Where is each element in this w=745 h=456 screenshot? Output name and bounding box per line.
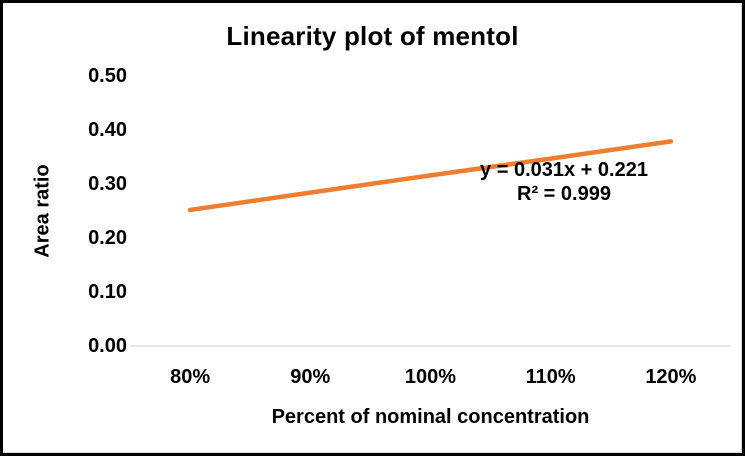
series-line — [187, 139, 674, 213]
y-tick-label: 0.00 — [88, 335, 127, 357]
trendline-r-squared: R² = 0.999 — [517, 183, 611, 205]
chart-title: Linearity plot of mentol — [226, 21, 519, 51]
y-tick-label: 0.40 — [88, 119, 127, 141]
x-tick-label: 120% — [645, 366, 697, 388]
trendline-annotation: y = 0.031x + 0.221 R² = 0.999 — [414, 158, 714, 206]
x-tick-label: 80% — [170, 366, 211, 388]
y-tick-label: 0.10 — [88, 281, 127, 303]
x-tick-label: 90% — [290, 366, 331, 388]
x-tick-label: 110% — [525, 366, 576, 388]
x-axis-title: Percent of nominal concentration — [271, 406, 590, 428]
y-tick-label: 0.50 — [88, 65, 127, 87]
y-tick-label: 0.30 — [88, 173, 127, 195]
trendline-equation: y = 0.031x + 0.221 — [480, 159, 648, 181]
x-tick-label: 100% — [404, 366, 457, 388]
plot-svg — [130, 139, 731, 347]
y-tick-label: 0.20 — [88, 227, 127, 249]
